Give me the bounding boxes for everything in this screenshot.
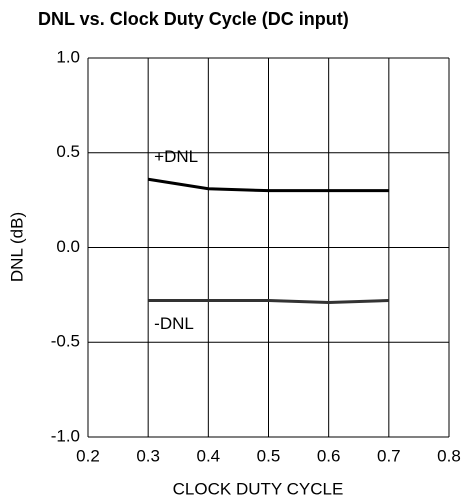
x-tick-label: 0.4 <box>197 446 221 465</box>
data-line <box>147 177 389 193</box>
x-tick-label: 0.7 <box>377 446 401 465</box>
series-label: +DNL <box>154 147 198 166</box>
x-tick-label: 0.2 <box>76 446 100 465</box>
y-tick-label: -1.0 <box>51 426 80 445</box>
series-label: -DNL <box>154 314 194 333</box>
y-axis-label: DNL (dB) <box>7 212 26 282</box>
x-tick-label: 0.5 <box>257 446 281 465</box>
x-tick-label: 0.8 <box>437 446 461 465</box>
chart-title: DNL vs. Clock Duty Cycle (DC input) <box>38 9 349 29</box>
y-tick-label: -0.5 <box>51 332 80 351</box>
y-tick-label: 0.0 <box>56 237 80 256</box>
y-tick-label: 0.5 <box>56 142 80 161</box>
x-tick-label: 0.6 <box>317 446 341 465</box>
data-line <box>148 299 389 304</box>
x-axis-label: CLOCK DUTY CYCLE <box>173 479 344 498</box>
y-tick-label: 1.0 <box>56 47 80 66</box>
x-tick-label: 0.3 <box>136 446 160 465</box>
